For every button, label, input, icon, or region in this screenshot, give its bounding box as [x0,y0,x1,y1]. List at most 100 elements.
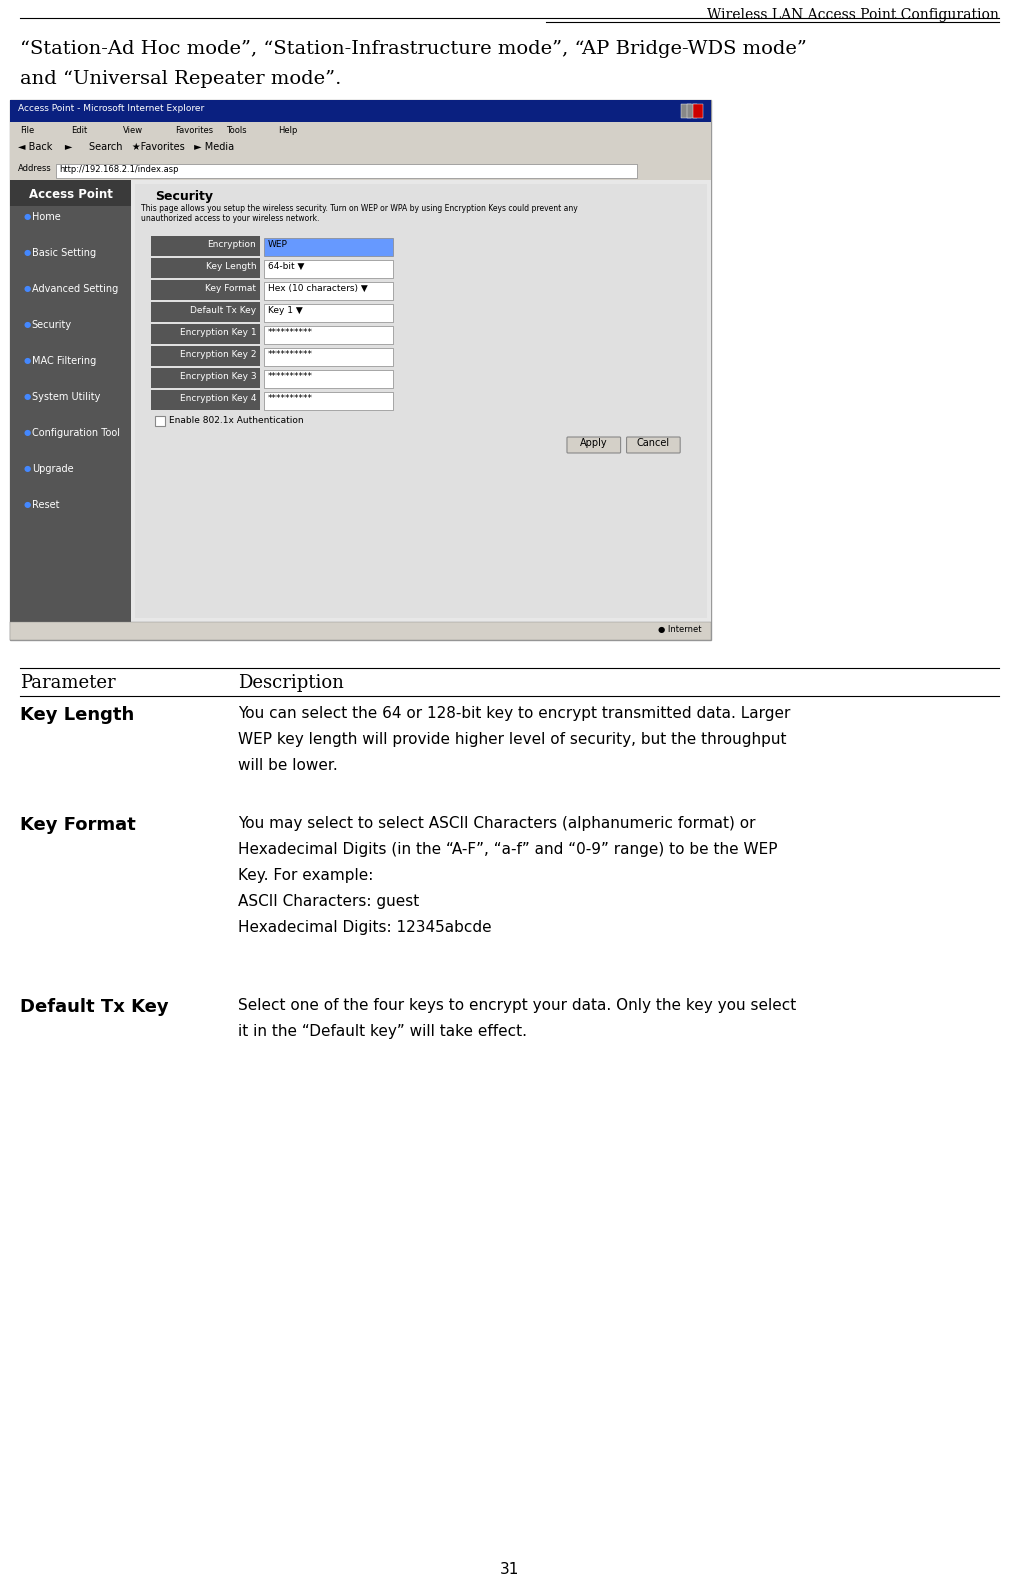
Bar [10,100,711,122]
Text: WEP key length will provide higher level of security, but the throughput: WEP key length will provide higher level… [238,732,787,748]
Text: Enable 802.1x Authentication: Enable 802.1x Authentication [169,417,304,425]
Bar [151,303,261,322]
Bar [264,326,393,344]
Text: Key Length: Key Length [205,261,256,271]
Text: Hexadecimal Digits (in the “A-F”, “a-f” and “0-9” range) to be the WEP: Hexadecimal Digits (in the “A-F”, “a-f” … [238,843,778,857]
Text: Default Tx Key: Default Tx Key [190,306,256,315]
Text: Access Point: Access Point [29,188,113,201]
Text: Key 1 ▼: Key 1 ▼ [268,306,303,315]
Text: ●: ● [24,464,31,474]
Text: Hex (10 characters) ▼: Hex (10 characters) ▼ [268,284,368,293]
Text: Favorites: Favorites [174,127,212,135]
Bar [264,260,393,279]
Text: ●: ● [24,249,31,257]
Text: ●: ● [24,356,31,364]
Text: ●: ● [24,428,31,437]
Text: Default Tx Key: Default Tx Key [19,998,168,1015]
Text: You may select to select ASCII Characters (alphanumeric format) or: You may select to select ASCII Character… [238,816,756,832]
Text: **********: ********** [268,328,313,337]
Text: Key Format: Key Format [19,816,135,835]
Bar [694,105,703,117]
Bar [10,181,131,206]
Text: Key. For example:: Key. For example: [238,868,373,882]
Text: Encryption Key 4: Encryption Key 4 [180,394,256,402]
Text: Home: Home [32,212,61,222]
Bar [55,165,637,177]
Text: **********: ********** [268,372,313,382]
Text: Reset: Reset [32,501,60,510]
Text: File: File [19,127,34,135]
Bar [151,280,261,299]
Text: WEP: WEP [268,241,288,249]
Text: Upgrade: Upgrade [32,464,74,474]
Text: Tools: Tools [227,127,247,135]
Bar [151,236,261,257]
Text: Parameter: Parameter [19,675,116,692]
Text: You can select the 64 or 128-bit key to encrypt transmitted data. Larger: You can select the 64 or 128-bit key to … [238,706,791,721]
Bar [264,391,393,410]
Text: and “Universal Repeater mode”.: and “Universal Repeater mode”. [19,70,342,89]
Bar [155,417,165,426]
Bar [135,184,707,618]
Bar [10,162,711,181]
Text: ●: ● [24,391,31,401]
Bar [264,304,393,322]
Text: ●: ● [24,320,31,329]
Text: 64-bit ▼: 64-bit ▼ [268,261,305,271]
Text: Edit: Edit [72,127,88,135]
Text: “Station-Ad Hoc mode”, “Station-Infrastructure mode”, “AP Bridge-WDS mode”: “Station-Ad Hoc mode”, “Station-Infrastr… [19,40,806,59]
Text: Cancel: Cancel [637,439,670,448]
Bar [151,390,261,410]
Text: View: View [123,127,144,135]
Text: Select one of the four keys to encrypt your data. Only the key you select: Select one of the four keys to encrypt y… [238,998,796,1014]
Text: Description: Description [238,675,344,692]
Bar [10,623,711,640]
Text: Security: Security [32,320,72,329]
Text: Search   ★Favorites   ► Media: Search ★Favorites ► Media [89,143,235,152]
Text: Key Length: Key Length [19,706,134,724]
Bar [10,181,711,623]
Bar [151,345,261,366]
Bar [151,325,261,344]
Text: will be lower.: will be lower. [238,759,338,773]
Text: ●: ● [24,501,31,508]
Text: Configuration Tool: Configuration Tool [32,428,120,439]
Bar [10,100,711,640]
Bar [10,122,711,138]
Text: Encryption Key 1: Encryption Key 1 [180,328,256,337]
Text: Help: Help [278,127,298,135]
Text: ●: ● [24,212,31,222]
Text: ● Internet: ● Internet [658,626,701,634]
Bar [687,105,697,117]
Bar [264,348,393,366]
Text: http://192.168.2.1/index.asp: http://192.168.2.1/index.asp [60,165,180,174]
Text: This page allows you setup the wireless security. Turn on WEP or WPA by using En: This page allows you setup the wireless … [141,204,578,223]
Text: System Utility: System Utility [32,391,101,402]
Text: Apply: Apply [580,439,607,448]
Text: Encryption Key 2: Encryption Key 2 [180,350,256,360]
Bar [10,181,131,623]
Bar [264,282,393,299]
Text: **********: ********** [268,394,313,402]
Text: ◄ Back    ►: ◄ Back ► [17,143,72,152]
Bar [264,371,393,388]
Text: ASCII Characters: guest: ASCII Characters: guest [238,893,420,909]
FancyBboxPatch shape [627,437,680,453]
Bar [10,138,711,162]
Text: Encryption Key 3: Encryption Key 3 [180,372,256,382]
Text: ●: ● [24,284,31,293]
Text: Key Format: Key Format [205,284,256,293]
Text: Encryption: Encryption [207,241,256,249]
FancyBboxPatch shape [567,437,621,453]
Text: MAC Filtering: MAC Filtering [32,356,96,366]
Text: 31: 31 [500,1562,519,1578]
Text: Address: Address [17,165,51,173]
Text: Wireless LAN Access Point Configuration: Wireless LAN Access Point Configuration [707,8,999,22]
Text: Security: Security [155,190,213,203]
Text: it in the “Default key” will take effect.: it in the “Default key” will take effect… [238,1023,527,1039]
Text: Basic Setting: Basic Setting [32,249,95,258]
Bar [264,238,393,257]
Text: Hexadecimal Digits: 12345abcde: Hexadecimal Digits: 12345abcde [238,920,491,935]
Bar [681,105,692,117]
Bar [151,258,261,279]
